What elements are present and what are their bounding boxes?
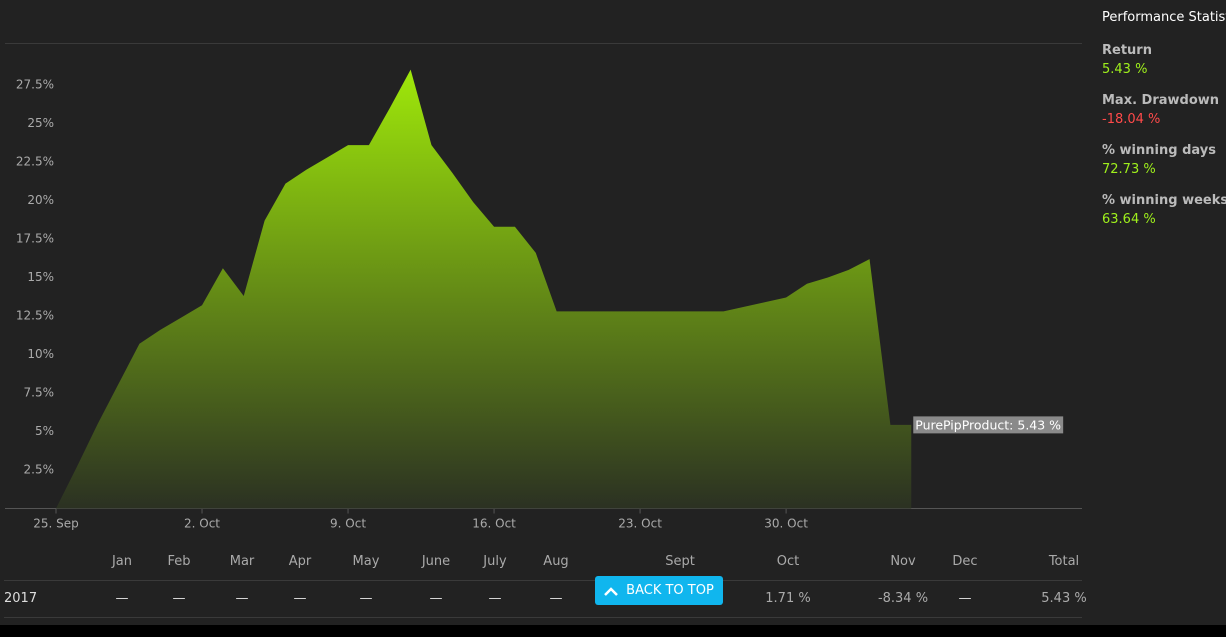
stat-label: % winning days	[1102, 143, 1216, 158]
table-cell: 1.71 %	[765, 591, 811, 606]
stat-label: % winning weeks	[1102, 193, 1226, 208]
up-arrow-icon	[604, 586, 619, 596]
bottom-bar	[0, 625, 1226, 637]
tooltip-box	[913, 416, 1064, 434]
area	[56, 69, 912, 509]
table-cell: —	[172, 591, 186, 606]
y-tick-label: 2.5%	[24, 463, 55, 477]
column-header: Dec	[952, 554, 978, 569]
y-tick-label: 10%	[27, 347, 54, 361]
table-cell: —	[293, 591, 307, 606]
table-cell: -8.34 %	[877, 591, 929, 606]
stat-value: 5.43 %	[1102, 62, 1148, 77]
y-tick-label: 27.5%	[16, 78, 54, 92]
column-header: Sept	[665, 554, 695, 569]
column-header: Nov	[890, 554, 916, 569]
column-header: July	[483, 554, 507, 569]
x-tick-label: 25. Sep	[33, 517, 79, 531]
y-tick-label: 22.5%	[16, 155, 54, 169]
y-tick-label: 5%	[35, 424, 54, 438]
column-header: Jan	[111, 554, 133, 569]
stat-value: 63.64 %	[1102, 212, 1156, 227]
chart: 2.5% 5% 7.5% 10% 12.5% 15% 17.5% 20% 22.5% 25% 27.…	[5, 43, 1082, 531]
table-cell: —	[359, 591, 373, 606]
stat-value: -18.04 %	[1102, 112, 1161, 127]
row-line	[4, 617, 1082, 618]
x-tick-label: 9. Oct	[330, 517, 366, 531]
button-label: BACK TO TOP	[626, 583, 714, 598]
x-tick-label: 30. Oct	[764, 517, 808, 531]
back-to-top-button[interactable]: BACK TO TOP	[595, 576, 723, 605]
y-tick-label: 17.5%	[16, 232, 54, 246]
column-header: Mar	[229, 554, 255, 569]
row-line	[4, 580, 1082, 581]
table-cell: —	[115, 591, 129, 606]
table-cell: —	[958, 591, 972, 606]
table-cell: —	[488, 591, 502, 606]
x-tick-label: 23. Oct	[618, 517, 662, 531]
table-cell: —	[235, 591, 249, 606]
row-label: 2017	[4, 591, 38, 606]
column-header: May	[352, 554, 380, 569]
stats-title: Performance Statistics	[1102, 10, 1226, 25]
y-tick-label: 12.5%	[16, 309, 54, 323]
column-header: Aug	[543, 554, 569, 569]
stats-panel: Performance Statistics Return 5.43 % Max. …	[1102, 8, 1226, 242]
x-tick-label: 16. Oct	[472, 517, 516, 531]
y-tick-label: 15%	[27, 270, 54, 284]
tooltip: PurePipProduct: 5.43 %	[915, 417, 1061, 432]
stat-label: Max. Drawdown	[1102, 93, 1220, 108]
table-cell: —	[549, 591, 563, 606]
column-header: Feb	[167, 554, 191, 569]
x-tick-label: 2. Oct	[184, 517, 220, 531]
stat-value: 72.73 %	[1102, 162, 1156, 177]
column-header: Total	[1048, 554, 1080, 569]
table-cell: 5.43 %	[1041, 591, 1087, 606]
stat-label: Return	[1102, 43, 1152, 58]
column-header: Oct	[776, 554, 800, 569]
column-header: June	[421, 554, 451, 569]
y-tick-label: 7.5%	[24, 386, 55, 400]
column-header: Apr	[288, 554, 312, 569]
table-cell: —	[429, 591, 443, 606]
y-tick-label: 25%	[27, 116, 54, 130]
y-tick-label: 20%	[27, 193, 54, 207]
